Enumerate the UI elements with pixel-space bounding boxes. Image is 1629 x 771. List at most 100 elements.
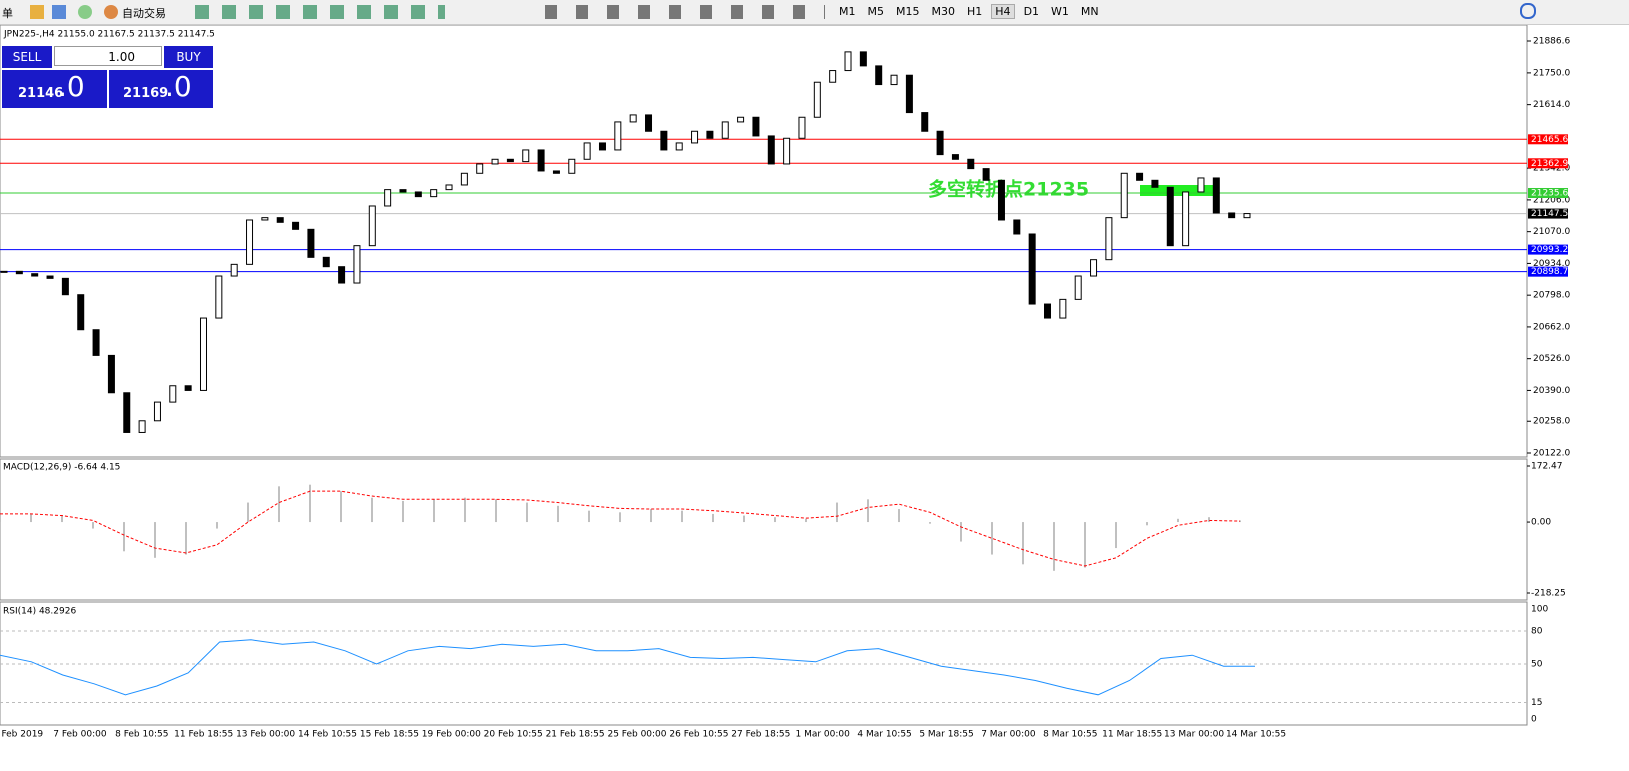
y-tick-label: 21886.6: [1533, 37, 1570, 47]
candle: [491, 158, 499, 165]
x-tick-label: 11 Mar 18:55: [1102, 730, 1162, 740]
candle: [307, 228, 315, 258]
candle: [645, 114, 653, 132]
x-tick-label: 14 Mar 10:55: [1226, 730, 1286, 740]
timeframe-button[interactable]: W1: [1051, 5, 1069, 18]
candle: [476, 163, 484, 174]
level-label: 21362.9: [1531, 159, 1568, 169]
candle: [460, 172, 468, 186]
y-tick-label: 50: [1531, 660, 1543, 670]
candle: [1074, 275, 1082, 300]
x-tick-label: 8 Mar 10:55: [1043, 730, 1097, 740]
timeframe-button[interactable]: M1: [839, 5, 856, 18]
candle: [1228, 212, 1236, 219]
candle: [967, 158, 975, 170]
candle: [1151, 179, 1159, 188]
icon[interactable]: [52, 5, 66, 19]
timeframe-button[interactable]: MN: [1080, 5, 1099, 18]
y-tick-label: 21750.0: [1533, 68, 1570, 78]
level-label-bg: [1528, 158, 1568, 169]
level-label-bg: [1528, 244, 1568, 255]
y-tick-label: 20258.0: [1533, 417, 1570, 427]
candle: [859, 51, 867, 67]
timeframes: M1 M5 M15 M30 H1 H4 D1 W1 MN: [836, 4, 1108, 19]
search-icon[interactable]: [1520, 3, 1536, 19]
level-label-bg: [1528, 134, 1568, 145]
x-tick-label: 15 Feb 18:55: [360, 730, 419, 740]
y-tick-label: 21342.0: [1533, 164, 1570, 174]
candle: [936, 130, 944, 156]
candle: [537, 149, 545, 172]
candle: [951, 154, 959, 160]
candle: [261, 217, 269, 221]
timeframe-button[interactable]: H4: [991, 4, 1015, 19]
tool-icons[interactable]: [545, 5, 825, 19]
buy-price[interactable]: 21169.0: [109, 70, 213, 108]
candle: [583, 142, 591, 160]
y-tick-label: 20662.0: [1533, 322, 1570, 332]
y-tick-label: 20390.0: [1533, 386, 1570, 396]
x-tick-label: 11 Feb 18:55: [174, 730, 233, 740]
y-tick-label: 80: [1531, 627, 1543, 637]
candle: [184, 385, 192, 391]
timeframe-button[interactable]: D1: [1023, 5, 1040, 18]
candle: [706, 130, 714, 139]
x-tick-label: 7 Mar 00:00: [981, 730, 1036, 740]
candle: [368, 205, 376, 247]
main-frame: [0, 25, 1528, 458]
level-label: 20993.2: [1531, 245, 1568, 255]
candle: [921, 112, 929, 132]
candle: [660, 130, 668, 151]
timeframe-button[interactable]: M30: [931, 5, 956, 18]
candle: [399, 189, 407, 193]
candle: [215, 275, 223, 319]
chart: JPN225-,H4 21155.0 21167.5 21137.5 21147…: [0, 25, 1570, 740]
icon[interactable]: [78, 5, 92, 19]
icon[interactable]: [104, 5, 118, 19]
candle: [0, 270, 8, 273]
timeframe-button[interactable]: H1: [967, 5, 983, 18]
y-tick-label: 20934.0: [1533, 259, 1570, 269]
y-tick-label: 21070.0: [1533, 227, 1570, 237]
timeframe-button[interactable]: M5: [867, 5, 885, 18]
menu-item[interactable]: 单: [2, 7, 13, 20]
x-tick-label: 20 Feb 10:55: [484, 730, 543, 740]
rsi-line: [0, 639, 1255, 696]
candle: [629, 114, 637, 123]
y-tick-label: 21614.0: [1533, 100, 1570, 110]
candle: [1059, 298, 1067, 319]
candle: [123, 392, 131, 433]
lot-input[interactable]: 1.00: [54, 46, 162, 66]
candle: [92, 329, 100, 356]
sell-price[interactable]: 21146.0: [2, 70, 107, 108]
timeframe-button[interactable]: M15: [896, 5, 920, 18]
x-tick-label: 13 Feb 00:00: [236, 730, 295, 740]
price-pips: .0: [58, 70, 85, 103]
macd-signal: [0, 490, 1241, 567]
icon[interactable]: [30, 5, 44, 19]
candle: [15, 270, 23, 275]
y-tick-label: 172.47: [1531, 462, 1563, 472]
candle: [61, 277, 69, 296]
candle: [737, 116, 745, 123]
x-tick-label: 27 Feb 18:55: [731, 730, 790, 740]
candle: [230, 263, 238, 277]
y-tick-label: 20526.0: [1533, 354, 1570, 364]
level-label: 21235.6: [1531, 188, 1568, 198]
buy-button[interactable]: BUY: [164, 46, 213, 68]
trade-panel: SELL 1.00 BUY 21146.0 21169.0: [2, 46, 213, 108]
auto-trade-button[interactable]: 自动交易: [122, 7, 166, 20]
level-label: 20898.7: [1531, 267, 1568, 277]
sell-button[interactable]: SELL: [2, 46, 52, 68]
y-tick-label: 21206.0: [1533, 195, 1570, 205]
price-main: 21146: [18, 86, 64, 101]
level-label: 21147.5: [1531, 209, 1568, 219]
candle: [138, 420, 146, 433]
candle: [522, 149, 530, 163]
candle: [1028, 233, 1036, 305]
candle: [997, 179, 1005, 221]
x-tick-label: 6 Feb 2019: [0, 730, 43, 740]
tool-icons[interactable]: [195, 5, 445, 19]
candle: [1243, 213, 1251, 219]
